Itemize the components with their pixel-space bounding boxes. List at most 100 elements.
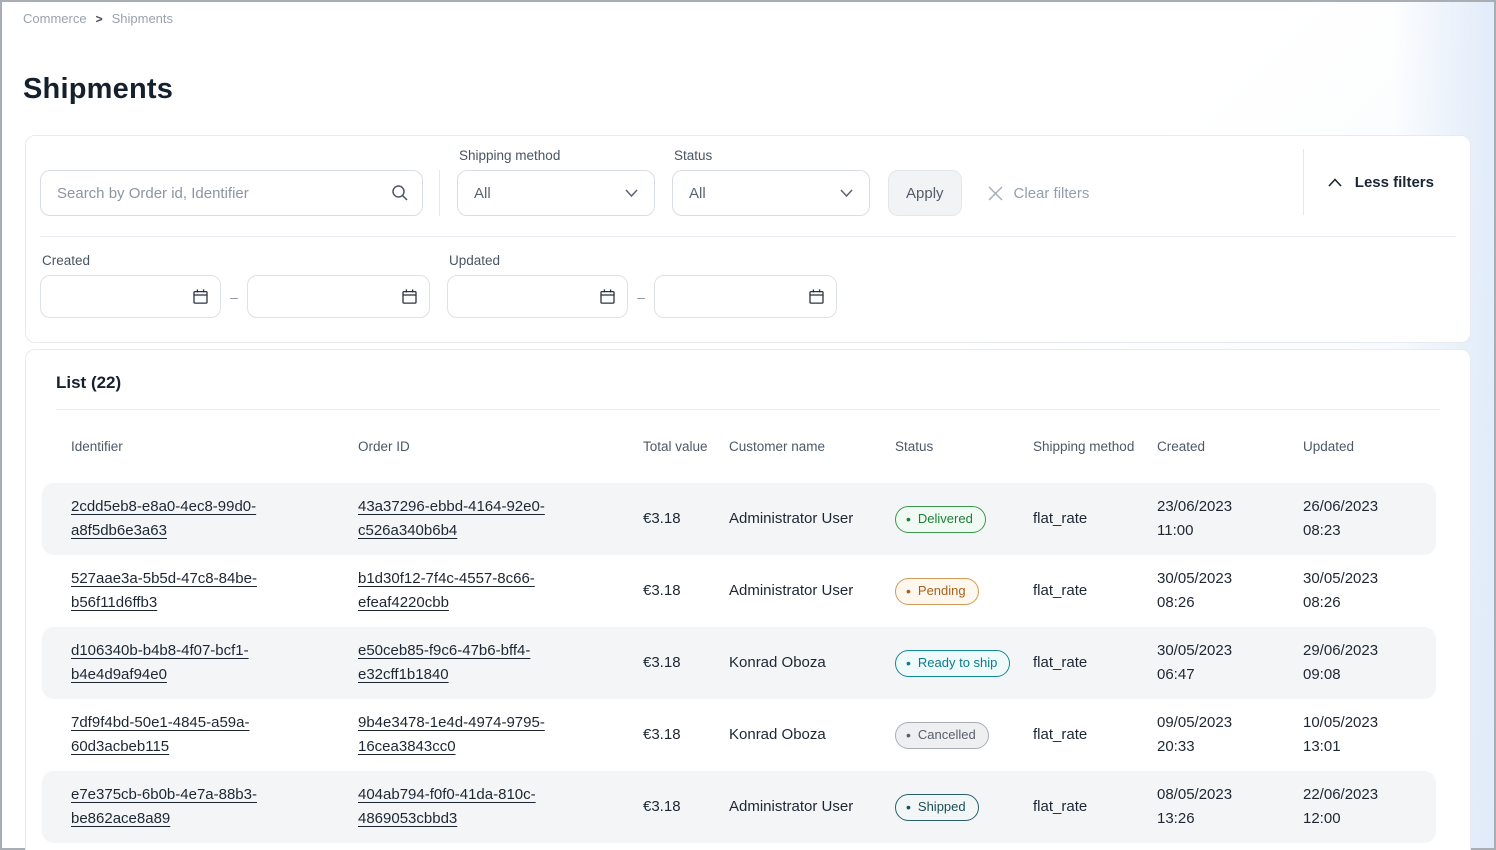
order-id-link[interactable]: 9b4e3478-1e4d-4974-9795-16cea3843cc0 xyxy=(358,714,545,755)
column-header-shipping-method: Shipping method xyxy=(1033,439,1135,454)
order-id-link[interactable]: 404ab794-f0f0-41da-810c-4869053cbbd3 xyxy=(358,786,536,827)
range-dash: – xyxy=(637,288,645,305)
status-label: Status xyxy=(674,148,713,163)
created-from-box xyxy=(40,275,221,318)
status-dot: • xyxy=(906,798,911,815)
column-header-order-id: Order ID xyxy=(358,439,410,454)
status-select[interactable]: All xyxy=(672,170,870,216)
column-header-created: Created xyxy=(1157,439,1206,454)
updated-filter-label: Updated xyxy=(449,253,501,268)
column-header-total-value: Total value xyxy=(643,439,708,454)
breadcrumb-separator: > xyxy=(95,11,103,26)
created-cell: 30/05/2023 06:47 xyxy=(1157,642,1233,683)
table-header: Identifier Order ID Total value Customer… xyxy=(42,410,1436,483)
shipments-list-panel: List (22) Identifier Order ID Total valu… xyxy=(25,349,1471,850)
breadcrumb-shipments: Shipments xyxy=(111,11,174,26)
identifier-link[interactable]: 527aae3a-5b5d-47c8-84be-b56f11d6ffb3 xyxy=(71,570,257,611)
status-dot: • xyxy=(906,726,911,743)
clear-filters-label: Clear filters xyxy=(1013,184,1090,202)
shipping-method-value: flat_rate xyxy=(1033,510,1088,527)
customer-name: Konrad Oboza xyxy=(729,726,826,743)
total-value: €3.18 xyxy=(643,726,681,743)
less-filters-toggle[interactable]: Less filters xyxy=(1304,174,1456,191)
calendar-icon[interactable] xyxy=(808,288,825,305)
status-value: All xyxy=(689,184,706,202)
shipping-method-select[interactable]: All xyxy=(457,170,655,216)
updated-cell: 29/06/2023 09:08 xyxy=(1303,642,1379,683)
updated-to-input[interactable] xyxy=(654,275,837,318)
shipping-method-value: flat_rate xyxy=(1033,582,1088,599)
order-id-link[interactable]: e50ceb85-f9c6-47b6-bff4-e32cff1b1840 xyxy=(358,642,531,683)
filter-divider xyxy=(439,170,440,216)
table-row: 7df9f4bd-50e1-4845-a59a-60d3acbeb115 9b4… xyxy=(42,699,1436,771)
total-value: €3.18 xyxy=(643,798,681,815)
total-value: €3.18 xyxy=(643,654,681,671)
created-to-box xyxy=(247,275,430,318)
table-row: d106340b-b4b8-4f07-bcf1-b4e4d9af94e0 e50… xyxy=(42,627,1436,699)
breadcrumb-commerce[interactable]: Commerce xyxy=(23,11,87,26)
created-from-input[interactable] xyxy=(40,275,221,318)
column-header-customer-name: Customer name xyxy=(729,439,826,454)
column-header-identifier: Identifier xyxy=(71,439,123,454)
order-id-link[interactable]: b1d30f12-7f4c-4557-8c66-efeaf4220cbb xyxy=(358,570,535,611)
identifier-link[interactable]: d106340b-b4b8-4f07-bcf1-b4e4d9af94e0 xyxy=(71,642,249,683)
breadcrumb: Commerce > Shipments xyxy=(2,2,1494,26)
chevron-down-icon xyxy=(840,189,853,197)
status-badge: • Cancelled xyxy=(895,721,989,749)
updated-cell: 10/05/2023 13:01 xyxy=(1303,714,1379,755)
updated-cell: 22/06/2023 12:00 xyxy=(1303,786,1379,827)
filter-row-divider xyxy=(40,236,1456,237)
calendar-icon[interactable] xyxy=(192,288,209,305)
page-title: Shipments xyxy=(23,73,174,105)
status-label-text: Cancelled xyxy=(917,726,976,742)
shipping-method-value: flat_rate xyxy=(1033,654,1088,671)
range-dash: – xyxy=(230,288,238,305)
less-filters-label: Less filters xyxy=(1354,173,1434,191)
table-row: 2cdd5eb8-e8a0-4ec8-99d0-a8f5db6e3a63 43a… xyxy=(42,483,1436,555)
customer-name: Administrator User xyxy=(729,582,854,599)
list-title: List (22) xyxy=(56,373,122,392)
calendar-icon[interactable] xyxy=(599,288,616,305)
calendar-icon[interactable] xyxy=(401,288,418,305)
status-dot: • xyxy=(906,654,911,671)
filters-panel: Shipping method All Status All Apply Cle… xyxy=(25,135,1471,343)
search-input[interactable] xyxy=(40,170,423,216)
created-cell: 23/06/2023 11:00 xyxy=(1157,498,1233,539)
created-filter-label: Created xyxy=(42,253,91,268)
column-header-updated: Updated xyxy=(1303,439,1355,454)
status-badge: • Pending xyxy=(895,577,979,605)
apply-button[interactable]: Apply xyxy=(888,170,962,216)
created-to-input[interactable] xyxy=(247,275,430,318)
customer-name: Administrator User xyxy=(729,798,854,815)
close-icon xyxy=(988,186,1002,200)
status-label-text: Pending xyxy=(917,582,966,598)
status-badge: • Ready to ship xyxy=(895,649,1011,677)
shipping-method-label: Shipping method xyxy=(459,148,561,163)
created-cell: 09/05/2023 20:33 xyxy=(1157,714,1233,755)
search-icon xyxy=(392,185,408,201)
column-header-status: Status xyxy=(895,439,934,454)
shipping-method-value: flat_rate xyxy=(1033,798,1088,815)
shipping-method-value: flat_rate xyxy=(1033,726,1088,743)
identifier-link[interactable]: e7e375cb-6b0b-4e7a-88b3-be862ace8a89 xyxy=(71,786,257,827)
table-row: 527aae3a-5b5d-47c8-84be-b56f11d6ffb3 b1d… xyxy=(42,555,1436,627)
status-badge: • Delivered xyxy=(895,505,986,533)
identifier-link[interactable]: 2cdd5eb8-e8a0-4ec8-99d0-a8f5db6e3a63 xyxy=(71,498,257,539)
status-dot: • xyxy=(906,510,911,527)
updated-from-box xyxy=(447,275,628,318)
identifier-link[interactable]: 7df9f4bd-50e1-4845-a59a-60d3acbeb115 xyxy=(71,714,250,755)
customer-name: Administrator User xyxy=(729,510,854,527)
created-cell: 08/05/2023 13:26 xyxy=(1157,786,1233,827)
order-id-link[interactable]: 43a37296-ebbd-4164-92e0-c526a340b6b4 xyxy=(358,498,545,539)
table-row: e7e375cb-6b0b-4e7a-88b3-be862ace8a89 404… xyxy=(42,771,1436,843)
updated-to-box xyxy=(654,275,837,318)
total-value: €3.18 xyxy=(643,510,681,527)
total-value: €3.18 xyxy=(643,582,681,599)
updated-from-input[interactable] xyxy=(447,275,628,318)
status-label-text: Ready to ship xyxy=(917,654,998,670)
updated-cell: 26/06/2023 08:23 xyxy=(1303,498,1379,539)
shipping-method-value: All xyxy=(474,184,491,202)
status-dot: • xyxy=(906,582,911,599)
clear-filters-button[interactable]: Clear filters xyxy=(988,170,1090,216)
chevron-down-icon xyxy=(625,189,638,197)
